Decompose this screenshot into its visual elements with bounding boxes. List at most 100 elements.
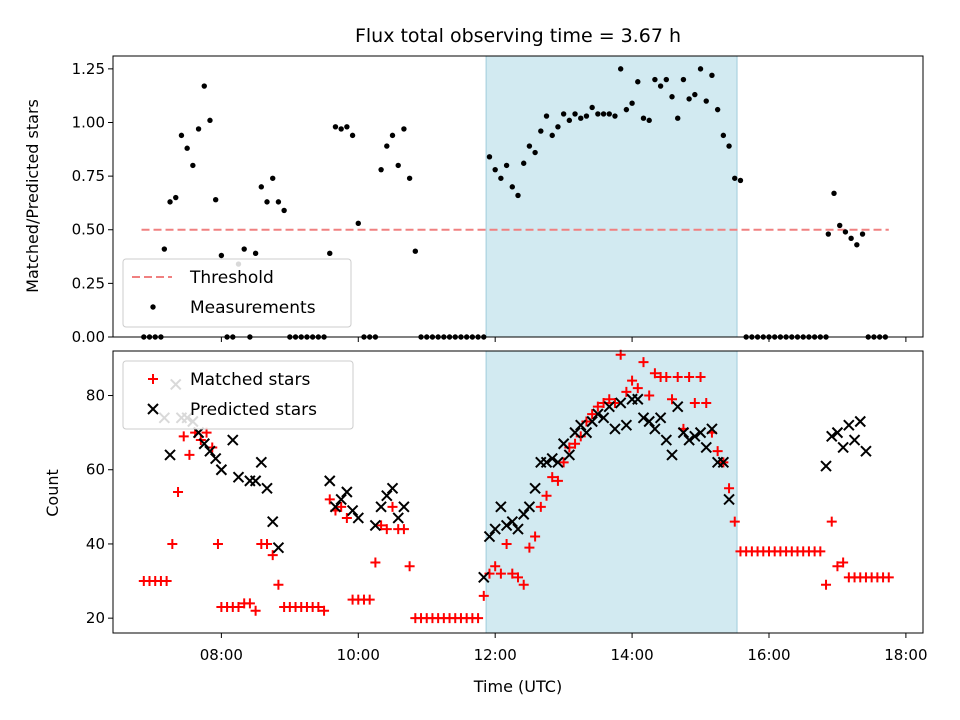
data-point bbox=[184, 145, 190, 151]
plot-frame bbox=[112, 55, 924, 338]
data-point bbox=[500, 519, 513, 532]
shaded-region bbox=[485, 350, 738, 634]
data-point bbox=[272, 541, 285, 554]
data-point bbox=[232, 471, 245, 483]
data-point bbox=[686, 96, 692, 102]
data-point bbox=[703, 98, 709, 104]
data-point bbox=[250, 605, 261, 616]
data-point bbox=[275, 199, 282, 205]
data-point bbox=[657, 83, 664, 89]
data-point bbox=[478, 590, 489, 601]
data-point bbox=[530, 531, 541, 542]
data-point bbox=[335, 493, 347, 506]
data-point bbox=[706, 423, 718, 435]
legend: Threshold Measurements bbox=[122, 258, 352, 328]
data-point bbox=[338, 126, 344, 132]
data-point bbox=[635, 79, 641, 85]
data-point bbox=[355, 220, 361, 227]
data-point bbox=[509, 184, 515, 190]
data-point bbox=[161, 576, 172, 587]
data-point bbox=[859, 231, 866, 237]
data-point bbox=[218, 252, 225, 259]
series-matched-stars bbox=[138, 349, 894, 624]
data-point bbox=[667, 394, 678, 405]
x-tick-label: 08:00 bbox=[200, 646, 243, 664]
data-point bbox=[281, 207, 287, 214]
data-point bbox=[549, 132, 555, 139]
data-point bbox=[683, 434, 695, 446]
data-point bbox=[329, 501, 342, 513]
data-point bbox=[201, 83, 207, 89]
data-point bbox=[164, 449, 176, 461]
data-point bbox=[572, 111, 578, 117]
data-point bbox=[586, 415, 598, 428]
data-point bbox=[555, 124, 561, 130]
data-point bbox=[215, 464, 228, 476]
data-point bbox=[387, 501, 398, 512]
data-point bbox=[547, 472, 558, 483]
data-point bbox=[684, 371, 695, 382]
data-point bbox=[227, 434, 239, 446]
data-point bbox=[267, 550, 278, 561]
data-point bbox=[346, 504, 359, 517]
data-point bbox=[672, 400, 684, 413]
data-point bbox=[712, 446, 723, 457]
data-point bbox=[324, 475, 336, 487]
data-point bbox=[815, 546, 826, 557]
data-point bbox=[821, 579, 832, 590]
data-point bbox=[381, 524, 392, 535]
data-point bbox=[319, 605, 330, 616]
data-point bbox=[538, 128, 544, 134]
data-point bbox=[523, 501, 536, 513]
data-point bbox=[617, 66, 624, 72]
data-point bbox=[643, 415, 655, 428]
data-point bbox=[378, 166, 384, 173]
data-point bbox=[826, 430, 838, 443]
data-point bbox=[644, 390, 655, 401]
data-point bbox=[614, 397, 627, 409]
data-point bbox=[629, 100, 635, 106]
data-point bbox=[563, 449, 576, 461]
data-point bbox=[261, 482, 273, 494]
data-point bbox=[344, 124, 350, 130]
shaded-region bbox=[485, 55, 738, 338]
y-tick-label: 0.00 bbox=[72, 328, 105, 346]
data-point bbox=[649, 368, 660, 379]
data-point bbox=[723, 493, 735, 506]
data-point bbox=[336, 501, 347, 512]
data-point bbox=[831, 426, 844, 439]
y-tick-label: 0.75 bbox=[72, 167, 105, 185]
data-point bbox=[540, 456, 553, 469]
data-point bbox=[726, 143, 732, 149]
data-point bbox=[695, 371, 706, 382]
y-axis-label-top: Matched/Predicted stars bbox=[23, 99, 42, 293]
legend: Matched stars Predicted stars bbox=[122, 360, 354, 430]
data-point bbox=[638, 357, 649, 368]
data-point bbox=[341, 512, 352, 523]
data-point bbox=[167, 538, 178, 549]
data-point bbox=[178, 132, 185, 139]
x-axis-label: Time (UTC) bbox=[473, 677, 562, 696]
data-point bbox=[717, 456, 730, 469]
data-point bbox=[600, 111, 607, 117]
data-point bbox=[580, 426, 593, 439]
data-point bbox=[680, 76, 687, 83]
data-point bbox=[352, 512, 364, 524]
data-point bbox=[190, 162, 196, 169]
data-point bbox=[689, 430, 701, 443]
data-point bbox=[490, 561, 501, 572]
data-point bbox=[241, 246, 247, 252]
data-point bbox=[507, 568, 518, 579]
data-point bbox=[854, 242, 860, 248]
data-point bbox=[663, 76, 670, 83]
data-point bbox=[324, 494, 335, 505]
data-point bbox=[672, 371, 683, 382]
data-point bbox=[692, 91, 698, 98]
data-point bbox=[831, 190, 837, 196]
data-point bbox=[267, 515, 279, 528]
data-point bbox=[826, 516, 837, 527]
data-point bbox=[552, 456, 564, 469]
data-point bbox=[492, 166, 498, 173]
data-point bbox=[273, 579, 284, 590]
data-point bbox=[627, 375, 638, 386]
